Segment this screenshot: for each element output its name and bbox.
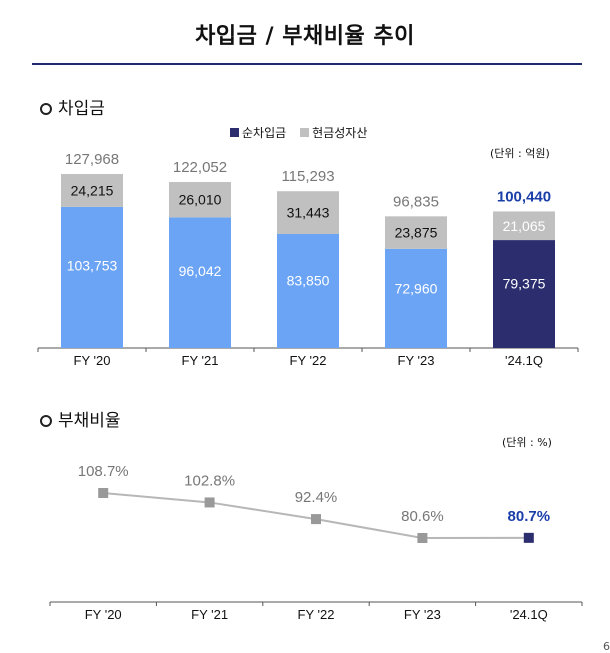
bar-net-debt <box>61 206 123 348</box>
borrowings-bar-chart: 103,753 24,215 127,968 FY '20 96,042 26,010 12… <box>37 151 579 368</box>
data-point-marker <box>204 497 215 508</box>
legend-swatch-net-debt <box>230 128 239 137</box>
data-label: 80.7% <box>508 508 551 525</box>
x-tick-label: FY '22 <box>298 607 335 622</box>
bar-net-debt <box>493 240 555 348</box>
page-title: 차입금 / 부채비율 추이 <box>195 24 415 49</box>
bar-label-net-debt: 83,850 <box>287 272 330 288</box>
bar-net-debt <box>169 217 231 348</box>
bar-label-total: 127,968 <box>65 151 119 168</box>
data-point-marker <box>98 488 109 498</box>
legend-item-cash: 현금성자산 <box>300 124 367 141</box>
legend-item-net-debt: 순차입금 <box>230 124 286 141</box>
bar-cash <box>277 191 339 234</box>
bar-label-cash: 24,215 <box>71 182 114 198</box>
bar-label-net-debt: 96,042 <box>179 263 222 279</box>
x-tick-label: FY '22 <box>290 353 327 368</box>
bar-label-total: 96,835 <box>393 193 439 210</box>
x-tick-label: '24.1Q <box>505 353 543 368</box>
section-title-borrowings: 차입금 <box>40 94 105 119</box>
section-title-debt-ratio-label: 부채비율 <box>58 411 121 431</box>
bar-label-cash: 26,010 <box>179 192 222 208</box>
x-tick-label: FY '23 <box>404 607 441 622</box>
x-tick-label: FY '21 <box>191 607 228 622</box>
legend-label-net-debt: 순차입금 <box>242 126 287 140</box>
unit-label-borrowings: (단위 : 억원) <box>490 147 550 160</box>
circle-bullet-icon <box>40 415 52 427</box>
section-title-borrowings-label: 차입금 <box>58 99 105 119</box>
x-tick-label: FY '20 <box>74 353 111 368</box>
data-label: 92.4% <box>295 489 338 506</box>
bar-label-cash: 23,875 <box>395 225 438 241</box>
bar-cash <box>385 216 447 249</box>
bar-label-cash: 31,443 <box>287 205 330 221</box>
x-tick-label: FY '21 <box>182 353 219 368</box>
title-divider <box>32 63 582 65</box>
bar-label-cash: 21,065 <box>503 218 546 234</box>
bar-net-debt <box>277 233 339 348</box>
data-point-marker <box>523 532 534 543</box>
section-title-debt-ratio: 부채비율 <box>40 406 121 431</box>
bar-cash <box>61 174 123 207</box>
legend-swatch-cash <box>300 128 310 137</box>
page-number: 6 <box>603 640 610 653</box>
data-point-marker <box>311 514 321 525</box>
unit-label-debt-ratio: (단위 : %) <box>502 436 552 449</box>
bar-label-total: 122,052 <box>173 159 227 176</box>
bar-cash <box>169 182 231 218</box>
bar-label-net-debt: 79,375 <box>503 276 546 292</box>
x-tick-label: FY '23 <box>398 353 435 368</box>
data-label: 102.8% <box>184 472 235 489</box>
bar-cash <box>493 211 555 241</box>
data-label: 108.7% <box>78 463 129 480</box>
legend-label-cash: 현금성자산 <box>312 126 368 140</box>
bar-label-net-debt: 103,753 <box>67 257 118 273</box>
bar-label-net-debt: 72,960 <box>395 280 438 296</box>
chart-legend: 순차입금 현금성자산 <box>230 124 367 141</box>
data-label: 80.6% <box>401 508 444 525</box>
bar-label-total: 100,440 <box>497 188 551 205</box>
circle-bullet-icon <box>40 103 52 115</box>
bar-label-total: 115,293 <box>281 168 334 185</box>
data-point-marker <box>417 533 428 543</box>
x-tick-label: FY '20 <box>85 607 122 622</box>
x-tick-label: '24.1Q <box>510 607 548 622</box>
bar-net-debt <box>385 248 447 348</box>
